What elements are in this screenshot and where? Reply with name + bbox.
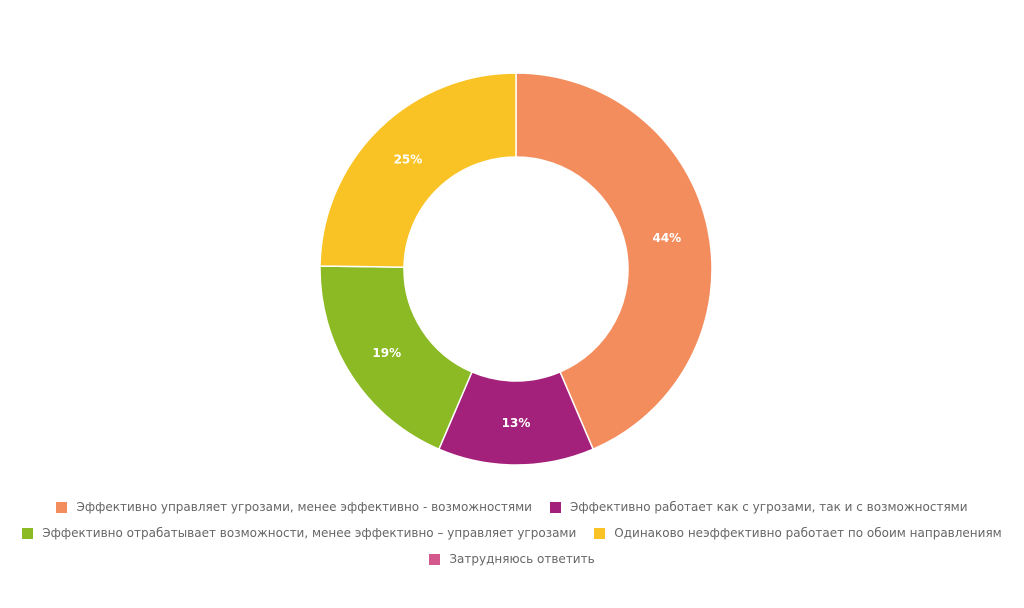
slice-value-label-3: 25% (394, 152, 423, 166)
legend-label: Эффективно отрабатывает возможности, мен… (42, 526, 577, 540)
legend-swatch (56, 501, 68, 513)
legend-item-undecided[interactable]: Затрудняюсь ответить (429, 552, 595, 566)
donut-slice-0[interactable] (515, 72, 713, 451)
legend-swatch (594, 527, 606, 539)
slice-value-label-1: 13% (502, 416, 531, 430)
legend-row-1: Эффективно управляет угрозами, менее эфф… (0, 500, 1024, 514)
slice-value-label-2: 19% (372, 346, 401, 360)
legend-row-2: Эффективно отрабатывает возможности, мен… (0, 526, 1024, 540)
legend-item-threats[interactable]: Эффективно управляет угрозами, менее эфф… (56, 500, 532, 514)
legend-item-ineffective[interactable]: Одинаково неэффективно работает по обоим… (594, 526, 1002, 540)
legend-swatch (22, 527, 34, 539)
legend-swatch (429, 553, 441, 565)
legend-item-opportunities[interactable]: Эффективно отрабатывает возможности, мен… (22, 526, 576, 540)
legend-label: Одинаково неэффективно работает по обоим… (614, 526, 1002, 540)
slice-value-label-0: 44% (652, 231, 681, 245)
legend-label: Эффективно управляет угрозами, менее эфф… (76, 500, 532, 514)
legend-label: Затрудняюсь ответить (449, 552, 595, 566)
legend-label: Эффективно работает как с угрозами, так … (569, 500, 968, 514)
donut-slice-3[interactable] (319, 72, 517, 269)
donut-svg: 44% 13% 19% 25% (319, 72, 713, 466)
legend-row-3: Затрудняюсь ответить (0, 552, 1024, 566)
legend-item-both[interactable]: Эффективно работает как с угрозами, так … (549, 500, 968, 514)
legend-swatch (549, 501, 561, 513)
